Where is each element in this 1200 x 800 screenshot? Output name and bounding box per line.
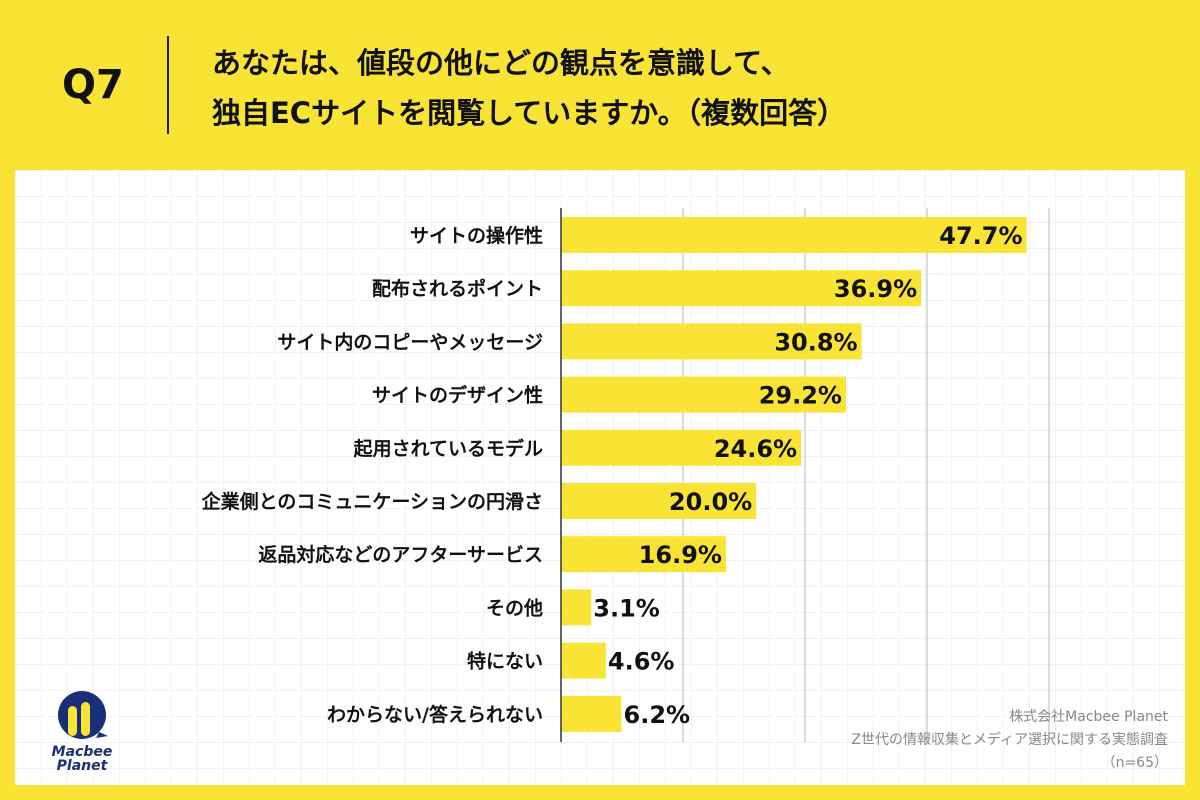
bar	[561, 589, 592, 626]
bar	[561, 323, 862, 360]
category-label: 配布されるポイント	[372, 277, 543, 300]
bar	[561, 270, 922, 307]
category-label: その他	[486, 596, 543, 619]
page-title: あなたは、値段の他にどの観点を意識して、 独自ECサイトを閲覧していますか。（複…	[212, 38, 846, 138]
bar	[561, 483, 757, 519]
category-label: サイトの操作性	[410, 224, 543, 247]
data-label: 4.6%	[608, 648, 675, 676]
bar	[561, 536, 726, 573]
title-divider	[167, 36, 169, 134]
category-label: わからない/答えられない	[327, 703, 543, 726]
category-label: サイト内のコピーやメッセージ	[277, 330, 543, 353]
title-line-1: あなたは、値段の他にどの観点を意識して、	[212, 46, 790, 80]
source-survey: Z世代の情報収集とメディア選択に関する実態調査	[851, 732, 1168, 748]
category-label: 特にない	[467, 651, 543, 673]
data-label: 29.2%	[759, 382, 842, 410]
bar	[561, 429, 802, 466]
svg-text:Planet: Planet	[57, 758, 109, 772]
data-label: 3.1%	[593, 594, 660, 622]
source-company: 株式会社Macbee Planet	[1009, 709, 1168, 725]
data-label: 20.0%	[669, 488, 752, 516]
bar	[561, 695, 622, 732]
category-label: 返品対応などのアフターサービス	[258, 543, 543, 566]
data-label: 47.7%	[939, 222, 1022, 250]
bar	[561, 217, 1027, 253]
category-label: サイトのデザイン性	[372, 384, 543, 407]
source-note: 株式会社Macbee Planet Z世代の情報収集とメディア選択に関する実態調…	[851, 706, 1168, 775]
svg-text:Macbee: Macbee	[52, 744, 113, 760]
sample-size: （n=65）	[1101, 755, 1168, 771]
data-label: 24.6%	[714, 435, 797, 463]
macbee-planet-logo: Macbee Planet	[52, 691, 113, 772]
data-label: 6.2%	[624, 701, 691, 729]
bar	[561, 642, 606, 679]
question-number: Q7	[62, 62, 124, 108]
category-label: 企業側とのコミュニケーションの円滑さ	[201, 490, 543, 513]
category-label: 起用されているモデル	[353, 437, 543, 460]
title-line-2: 独自ECサイトを閲覧していますか。（複数回答）	[212, 96, 847, 130]
data-label: 36.9%	[834, 275, 917, 303]
data-label: 16.9%	[639, 541, 722, 569]
bar	[561, 376, 846, 413]
data-label: 30.8%	[774, 328, 857, 356]
